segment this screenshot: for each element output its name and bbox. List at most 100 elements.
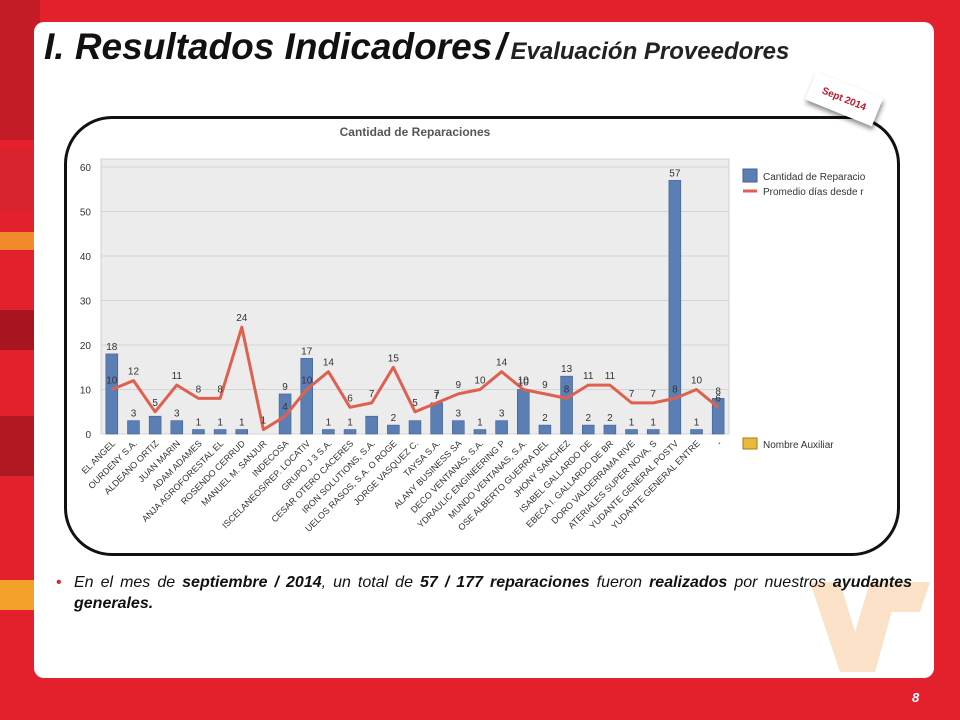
y-tick-label: 30 — [80, 297, 92, 308]
bar — [430, 402, 443, 435]
caption-bold: 57 / 177 reparaciones — [420, 574, 590, 591]
bar — [668, 180, 682, 435]
line-value-label: 6 — [347, 393, 353, 404]
bar — [646, 429, 660, 435]
bar — [711, 398, 725, 435]
bar-value-label: 1 — [477, 418, 483, 429]
line-value-label: 11 — [605, 371, 616, 382]
legend-label-line: Promedio días desde r — [763, 187, 864, 198]
line-value-label: 9 — [456, 380, 462, 391]
y-tick-label: 0 — [85, 430, 91, 441]
line-value-label: 8 — [672, 384, 678, 395]
y-tick-label: 50 — [80, 208, 92, 219]
line-value-label: 8 — [564, 384, 570, 395]
caption-part: fueron — [589, 574, 650, 591]
bar — [365, 415, 378, 435]
line-value-label: 5 — [412, 398, 418, 409]
line-value-label: 10 — [474, 376, 486, 387]
bar-value-label: 1 — [326, 418, 332, 429]
bar-value-label: 1 — [196, 418, 202, 429]
logo-watermark — [810, 582, 930, 672]
caption-text: En el mes de septiembre / 2014, un total… — [56, 572, 912, 614]
bar — [148, 415, 162, 435]
bar-value-label: 9 — [282, 382, 288, 393]
bar — [387, 424, 400, 435]
bar-value-label: 3 — [131, 409, 137, 420]
page-number: 8 — [912, 690, 920, 705]
line-value-label: 15 — [388, 353, 400, 364]
bar-value-label: 2 — [542, 413, 548, 424]
bar-value-label: 1 — [629, 418, 635, 429]
y-tick-label: 60 — [80, 163, 92, 174]
line-value-label: 11 — [583, 371, 594, 382]
bar — [625, 429, 638, 435]
x-tick-label: - — [714, 438, 723, 447]
line-value-label: 7 — [369, 389, 375, 400]
bar — [538, 424, 552, 435]
bar-value-label: 57 — [669, 168, 681, 179]
bar-value-label: 1 — [347, 418, 353, 429]
line-value-label: 10 — [691, 376, 703, 387]
bar — [517, 389, 530, 435]
caption-bold: realizados — [649, 574, 728, 591]
line-value-label: 6 — [715, 393, 721, 404]
line-value-label: 4 — [282, 402, 288, 413]
legend-swatch-bars — [742, 168, 758, 183]
y-tick-label: 40 — [80, 252, 92, 263]
line-value-label: 7 — [629, 389, 635, 400]
bar-value-label: 13 — [561, 364, 573, 375]
bar-value-label: 1 — [694, 418, 700, 429]
caption: • En el mes de septiembre / 2014, un tot… — [56, 572, 912, 614]
bar-value-label: 3 — [499, 409, 505, 420]
line-value-label: 1 — [261, 416, 267, 427]
bar — [235, 429, 249, 435]
bar — [495, 420, 508, 435]
line-value-label: 24 — [236, 313, 248, 324]
folder-icon — [742, 437, 758, 450]
bar-value-label: 2 — [607, 413, 613, 424]
line-value-label: 9 — [542, 380, 548, 391]
y-tick-label: 10 — [80, 386, 92, 397]
bar — [560, 375, 573, 435]
line-value-label: 7 — [434, 389, 440, 400]
line-value-label: 10 — [301, 376, 313, 387]
chart-frame: Cantidad de Reparaciones 0 10 20 30 40 50 60 18 3… — [64, 116, 900, 556]
bar — [473, 429, 487, 435]
chart-title: Cantidad de Reparaciones — [340, 125, 491, 139]
y-tick-label: 20 — [80, 341, 92, 352]
bar — [170, 420, 184, 435]
line-value-label: 5 — [152, 398, 158, 409]
left-decorative-stripes — [0, 0, 40, 720]
bar-value-label: 1 — [217, 418, 223, 429]
line-value-label: 10 — [106, 376, 118, 387]
bar — [408, 420, 422, 435]
title-main: I. Resultados Indicadores — [44, 26, 493, 67]
bar-value-label: 8 — [715, 386, 721, 397]
caption-bold: septiembre / 2014 — [182, 574, 322, 591]
caption-part: , un total de — [321, 574, 421, 591]
bar-value-label: 18 — [106, 342, 118, 353]
legend-label-bars: Cantidad de Reparacio — [763, 172, 866, 183]
bar — [690, 429, 703, 435]
line-value-label: 14 — [323, 358, 335, 369]
bar-value-label: 3 — [456, 409, 462, 420]
bar-value-label: 10 — [518, 378, 530, 389]
bar — [192, 429, 205, 435]
bar — [127, 420, 140, 435]
line-value-label: 10 — [518, 376, 530, 387]
bar — [452, 420, 465, 435]
line-value-label: 14 — [496, 358, 508, 369]
line-value-label: 11 — [172, 371, 183, 382]
caption-part: En el mes de — [74, 574, 183, 591]
bar-value-label: 3 — [174, 409, 180, 420]
bar — [322, 429, 335, 435]
plot-area — [100, 158, 730, 435]
average-days-line — [111, 325, 720, 432]
page-title: I. Resultados Indicadores / Evaluación Pro… — [44, 26, 789, 68]
bar — [343, 429, 357, 435]
title-subtitle: Evaluación Proveedores — [510, 38, 790, 65]
title-separator: / — [496, 26, 507, 67]
line-value-label: 8 — [217, 384, 223, 395]
bar-value-label: 7 — [434, 391, 440, 402]
repairs-chart: Cantidad de Reparaciones0102030405060183… — [80, 125, 866, 534]
